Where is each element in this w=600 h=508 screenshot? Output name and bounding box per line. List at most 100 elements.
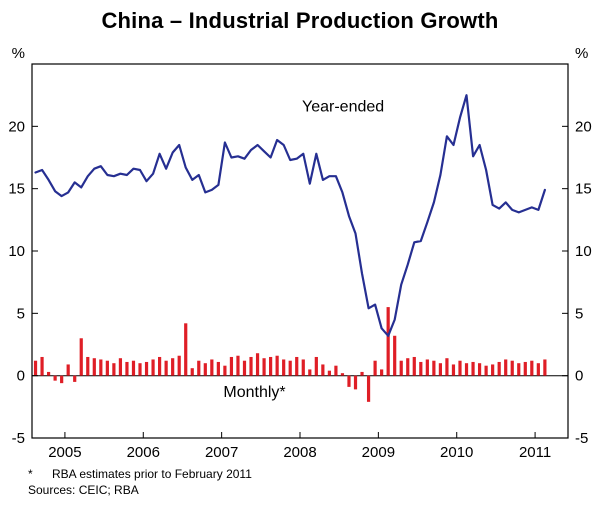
monthly-bar xyxy=(308,369,312,376)
x-axis-year-label: 2006 xyxy=(127,444,160,461)
monthly-bar xyxy=(530,360,534,376)
monthly-bar xyxy=(33,360,38,376)
monthly-bar xyxy=(536,363,540,376)
monthly-bar xyxy=(504,359,508,376)
monthly-bar xyxy=(353,375,358,390)
monthly-bar xyxy=(399,360,403,376)
y-axis-label-left: 15 xyxy=(8,181,25,198)
x-axis-year-label: 2005 xyxy=(48,444,81,461)
year-ended-line-series xyxy=(34,94,547,337)
y-axis-label-left: 5 xyxy=(17,305,25,322)
monthly-bar xyxy=(288,360,292,376)
monthly-bar xyxy=(269,356,273,376)
monthly-bar xyxy=(366,375,371,402)
monthly-bar xyxy=(262,358,266,376)
monthly-bar xyxy=(393,335,397,376)
y-axis-label-right: 15 xyxy=(575,181,592,198)
monthly-bar xyxy=(340,373,345,376)
monthly-bar xyxy=(216,361,220,376)
x-axis-year-label: 2010 xyxy=(440,444,473,461)
monthly-bar xyxy=(360,371,364,376)
unit-label-left: % xyxy=(12,45,25,62)
monthly-bar xyxy=(458,360,462,376)
monthly-bar xyxy=(471,361,475,376)
monthly-bar xyxy=(543,359,547,376)
monthly-bar xyxy=(197,360,201,376)
y-axis-label-right: 5 xyxy=(575,305,583,322)
monthly-bar xyxy=(386,307,390,376)
footnote-text: RBA estimates prior to February 2011 xyxy=(52,467,252,481)
monthly-bar xyxy=(229,356,234,376)
y-axis-label-left: 20 xyxy=(8,118,25,135)
monthly-bar xyxy=(60,375,64,384)
monthly-bar xyxy=(151,359,155,376)
unit-label-right: % xyxy=(575,45,588,62)
monthly-bar xyxy=(86,356,90,376)
monthly-bar xyxy=(158,356,162,376)
footnote-line: * RBA estimates prior to February 2011 xyxy=(28,466,600,482)
monthly-bar xyxy=(177,355,181,376)
monthly-bar xyxy=(510,360,514,376)
monthly-bars-series xyxy=(33,307,547,402)
monthly-bar xyxy=(438,363,442,376)
monthly-bar xyxy=(445,358,449,376)
monthly-bar xyxy=(477,363,482,376)
monthly-bar xyxy=(484,365,488,376)
monthly-bar xyxy=(242,360,247,376)
monthly-bar xyxy=(118,358,123,376)
y-axis-label-right: 0 xyxy=(575,368,583,385)
monthly-bar xyxy=(425,359,429,376)
monthly-bar xyxy=(131,360,136,376)
monthly-bar xyxy=(255,353,260,376)
monthly-bar xyxy=(125,361,129,376)
monthly-bar xyxy=(79,338,83,376)
monthly-bar xyxy=(497,361,501,376)
monthly-bar xyxy=(406,358,410,376)
plot-frame xyxy=(31,63,569,439)
monthly-bar xyxy=(295,356,299,376)
series-annotation: Monthly* xyxy=(223,384,285,401)
monthly-bar xyxy=(46,371,51,376)
monthly-bar xyxy=(334,365,338,376)
monthly-bar xyxy=(373,360,377,376)
monthly-bar xyxy=(451,364,456,376)
monthly-bar xyxy=(92,358,96,376)
monthly-bar xyxy=(40,356,44,376)
monthly-bar xyxy=(236,355,240,376)
monthly-bar xyxy=(138,363,142,376)
monthly-bar xyxy=(53,375,57,381)
monthly-bar xyxy=(282,359,286,376)
monthly-bar xyxy=(412,356,416,376)
x-axis-year-label: 2008 xyxy=(283,444,316,461)
monthly-bar xyxy=(112,363,116,376)
monthly-bar xyxy=(491,364,495,376)
y-axis-label-left: 10 xyxy=(8,243,25,260)
monthly-bar xyxy=(184,323,188,376)
y-axis-label-right: 20 xyxy=(575,118,592,135)
monthly-bar xyxy=(99,359,103,376)
monthly-bar xyxy=(171,358,175,376)
monthly-bar xyxy=(380,369,384,376)
monthly-bar xyxy=(164,360,168,376)
monthly-bar xyxy=(301,359,305,376)
monthly-bar xyxy=(203,363,207,376)
monthly-bar xyxy=(347,375,351,387)
footnote-asterisk: * xyxy=(28,467,33,481)
monthly-bar xyxy=(144,361,149,376)
y-axis-label-right: -5 xyxy=(575,430,588,447)
monthly-bar xyxy=(464,363,469,376)
series-annotation: Year-ended xyxy=(302,98,384,115)
monthly-bar xyxy=(223,365,227,376)
monthly-bar xyxy=(327,370,331,376)
x-axis-year-label: 2007 xyxy=(205,444,238,461)
chart-plot: -5 -5 0 0 5 5 10 10 15 15 20 20% % 2005 2006 2007 2008 20… xyxy=(8,45,592,461)
x-axis-year-label: 2009 xyxy=(362,444,395,461)
monthly-bar xyxy=(517,363,521,376)
y-axis-label-right: 10 xyxy=(575,243,592,260)
y-axis-label-left: -5 xyxy=(12,430,25,447)
monthly-bar xyxy=(190,368,194,376)
monthly-bar xyxy=(210,359,214,376)
chart-area: -5 -5 0 0 5 5 10 10 15 15 20 20%% 2005 2006 2007 2008 20… xyxy=(0,40,600,464)
monthly-bar xyxy=(419,361,423,376)
